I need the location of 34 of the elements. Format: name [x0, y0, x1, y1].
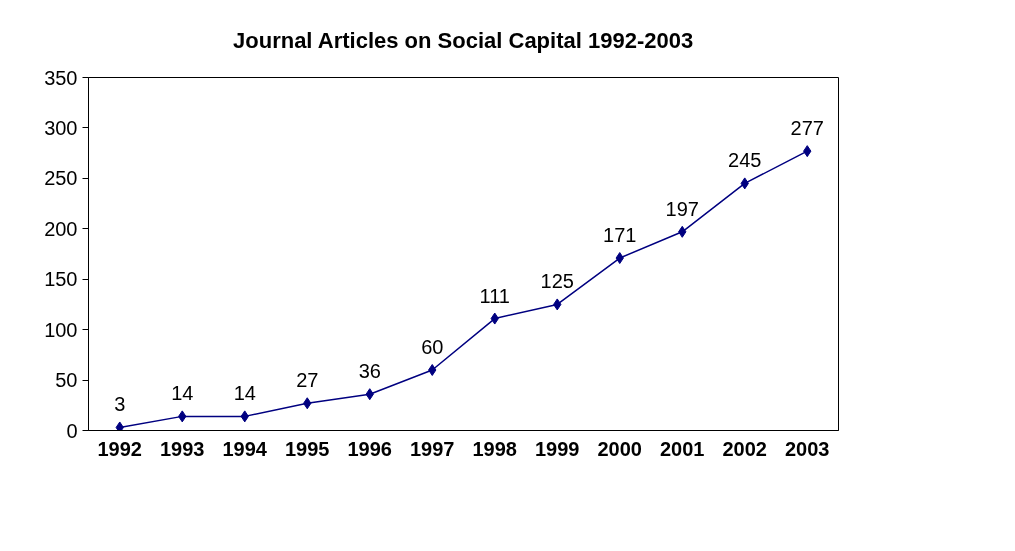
data-label: 3: [114, 393, 126, 416]
x-tick-label: 1999: [535, 437, 580, 460]
x-tick-label: 1992: [97, 437, 142, 460]
x-tick-label: 2000: [597, 437, 642, 460]
data-label: 27: [296, 369, 319, 392]
data-label: 60: [421, 335, 444, 358]
point: [115, 421, 124, 431]
chart-title: Journal Articles on Social Capital 1992-2003: [233, 27, 694, 53]
y-tick-label: 350: [44, 66, 78, 89]
x-tick-label: 2002: [722, 437, 767, 460]
y-tick-label: 0: [66, 419, 78, 442]
y-tick-label: 300: [44, 116, 78, 139]
y-tick-label: 150: [44, 268, 78, 291]
x-tick-label: 1998: [472, 437, 517, 460]
y-tick-label: 200: [44, 217, 78, 240]
x-tick-label: 2003: [785, 437, 830, 460]
x-tick-label: 1996: [347, 437, 392, 460]
data-label: 245: [728, 149, 762, 172]
data-label: 14: [171, 382, 194, 405]
data-label: 197: [665, 197, 699, 220]
x-tick-label: 1993: [160, 437, 205, 460]
data-label: 277: [790, 117, 824, 140]
y-tick-label: 50: [55, 369, 78, 392]
data-label: 111: [479, 284, 510, 307]
x-tick-label: 1994: [222, 437, 268, 460]
y-tick-label: 250: [44, 167, 78, 190]
data-label: 125: [540, 270, 574, 293]
x-tick-label: 2001: [660, 437, 705, 460]
x-tick-label: 1997: [410, 437, 455, 460]
data-label: 36: [358, 360, 381, 383]
y-tick-label: 100: [44, 318, 78, 341]
data-label: 14: [233, 382, 256, 405]
data-label: 171: [603, 224, 637, 247]
x-tick-label: 1995: [285, 437, 330, 460]
